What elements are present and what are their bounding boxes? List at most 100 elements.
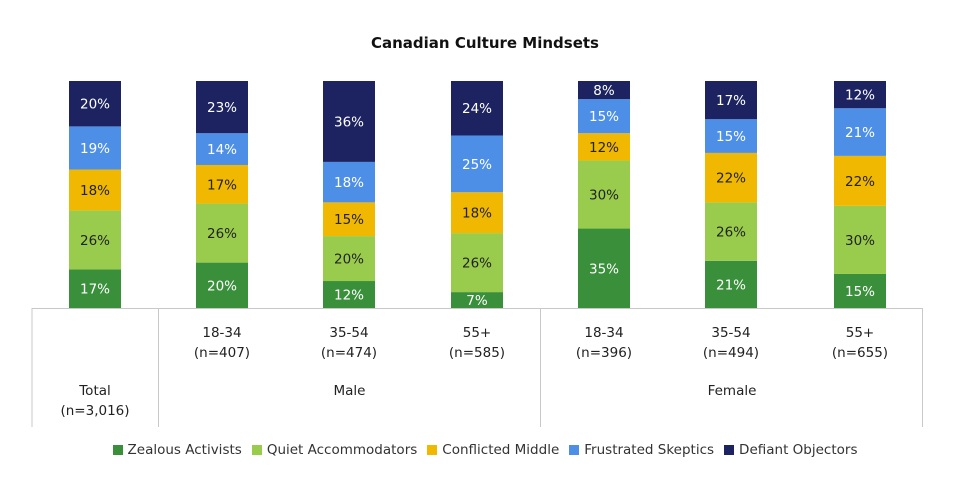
data-label: 17% [80,282,110,298]
data-label: 12% [334,288,364,304]
category-label: 35-54 [711,325,750,341]
bar-segment-quiet-accommodators[interactable] [578,160,630,229]
legend-label: Zealous Activists [127,442,242,458]
bar-segment-conflicted-middle[interactable] [323,202,375,237]
data-label: 18% [334,175,364,191]
bar-segment-conflicted-middle[interactable] [705,152,757,203]
data-label: 14% [207,142,237,158]
bar-segment-quiet-accommodators[interactable] [196,203,248,263]
stacked-bar-chart: 17% 26% 18% 19% 20% 20% 26% 17% 14% 23% 12% 20% 15% 1… [31,81,923,427]
legend-swatch [569,445,580,455]
bar-segment-zealous-activists[interactable] [578,228,630,308]
data-label: 26% [80,233,110,249]
bar-segment-zealous-activists[interactable] [451,292,503,308]
bar-segment-zealous-activists[interactable] [69,269,121,308]
chart-title: Canadian Culture Mindsets [371,34,599,52]
bar-segment-frustrated-skeptics[interactable] [578,99,630,134]
data-label: 20% [207,278,237,294]
category-label: 55+ [463,325,492,341]
legend-label: Frustrated Skeptics [584,442,715,458]
data-label: 7% [466,293,488,309]
bar-segment-conflicted-middle[interactable] [451,192,503,234]
group-label: Female [708,383,757,399]
bar-segment-frustrated-skeptics[interactable] [705,119,757,153]
category-label: 35-54 [329,325,368,341]
bar-segment-frustrated-skeptics[interactable] [451,135,503,193]
bar-segment-defiant-objectors[interactable] [196,81,248,134]
category-sample-size: (n=407) [194,345,250,361]
bar-segment-defiant-objectors[interactable] [578,81,630,100]
legend-label: Quiet Accommodators [266,442,418,458]
legend-item-conflicted-middle[interactable]: Conflicted Middle [427,442,559,458]
bar-segment-frustrated-skeptics[interactable] [834,108,886,156]
legend-item-quiet-accommodators[interactable]: Quiet Accommodators [251,442,418,458]
bar-segment-frustrated-skeptics[interactable] [69,126,121,170]
legend-label: Defiant Objectors [739,442,858,458]
bar-segment-quiet-accommodators[interactable] [834,205,886,274]
bar-segment-defiant-objectors[interactable] [705,81,757,120]
category-sample-size: (n=655) [832,345,888,361]
legend-swatch [112,445,123,455]
bar-segment-conflicted-middle[interactable] [69,169,121,211]
bar-segment-conflicted-middle[interactable] [196,164,248,204]
bar-segment-quiet-accommodators[interactable] [705,202,757,261]
data-label: 15% [845,284,875,300]
data-label: 15% [716,129,746,145]
category-sample-size: (n=396) [576,345,632,361]
data-label: 20% [80,97,110,113]
data-label: 20% [334,252,364,268]
category-sample-size: (n=585) [449,345,505,361]
data-label: 26% [716,225,746,241]
category-label: 18-34 [584,325,623,341]
bar-segment-quiet-accommodators[interactable] [451,233,503,293]
data-label: 25% [462,157,492,173]
data-label: 17% [207,177,237,193]
data-label: 22% [845,174,875,190]
bar-segment-defiant-objectors[interactable] [323,81,375,162]
data-label: 36% [334,114,364,130]
group-label: Male [334,383,366,399]
legend-swatch [251,445,262,455]
category-sample-size: (n=3,016) [60,403,129,419]
data-label: 15% [589,109,619,125]
bar-segment-zealous-activists[interactable] [834,273,886,308]
data-label: 22% [716,171,746,187]
data-label: 18% [80,183,110,199]
bar-segment-zealous-activists[interactable] [196,262,248,308]
bar-segment-conflicted-middle[interactable] [834,155,886,206]
chart-legend: Zealous Activists Quiet Accommodators Conf… [0,442,970,458]
bar-segment-defiant-objectors[interactable] [451,81,503,136]
legend-item-zealous-activists[interactable]: Zealous Activists [112,442,242,458]
data-label: 12% [845,88,875,104]
data-label: 17% [716,93,746,109]
legend-swatch [724,445,735,455]
data-label: 21% [716,277,746,293]
bar-segment-frustrated-skeptics[interactable] [196,133,248,165]
legend-item-defiant-objectors[interactable]: Defiant Objectors [724,442,857,458]
bar-segment-quiet-accommodators[interactable] [323,236,375,282]
bar-segment-defiant-objectors[interactable] [834,81,886,109]
data-label: 26% [462,256,492,272]
legend-swatch [427,445,438,455]
legend-label: Conflicted Middle [442,442,560,458]
data-label: 8% [593,83,615,99]
data-label: 15% [334,212,364,228]
data-label: 19% [80,141,110,157]
data-label: 30% [589,188,619,204]
data-label: 24% [462,101,492,117]
bar-segment-frustrated-skeptics[interactable] [323,161,375,203]
bar-segment-zealous-activists[interactable] [323,281,375,308]
data-label: 18% [462,206,492,222]
bar-segment-defiant-objectors[interactable] [69,81,121,127]
category-label: Total [78,383,111,399]
category-sample-size: (n=474) [321,345,377,361]
bar-segment-zealous-activists[interactable] [705,260,757,308]
category-label: 18-34 [202,325,241,341]
data-label: 26% [207,226,237,242]
bar-segment-conflicted-middle[interactable] [578,133,630,161]
data-label: 35% [589,261,619,277]
data-label: 23% [207,100,237,116]
bar-segment-quiet-accommodators[interactable] [69,210,121,270]
legend-item-frustrated-skeptics[interactable]: Frustrated Skeptics [569,442,714,458]
data-label: 21% [845,125,875,141]
